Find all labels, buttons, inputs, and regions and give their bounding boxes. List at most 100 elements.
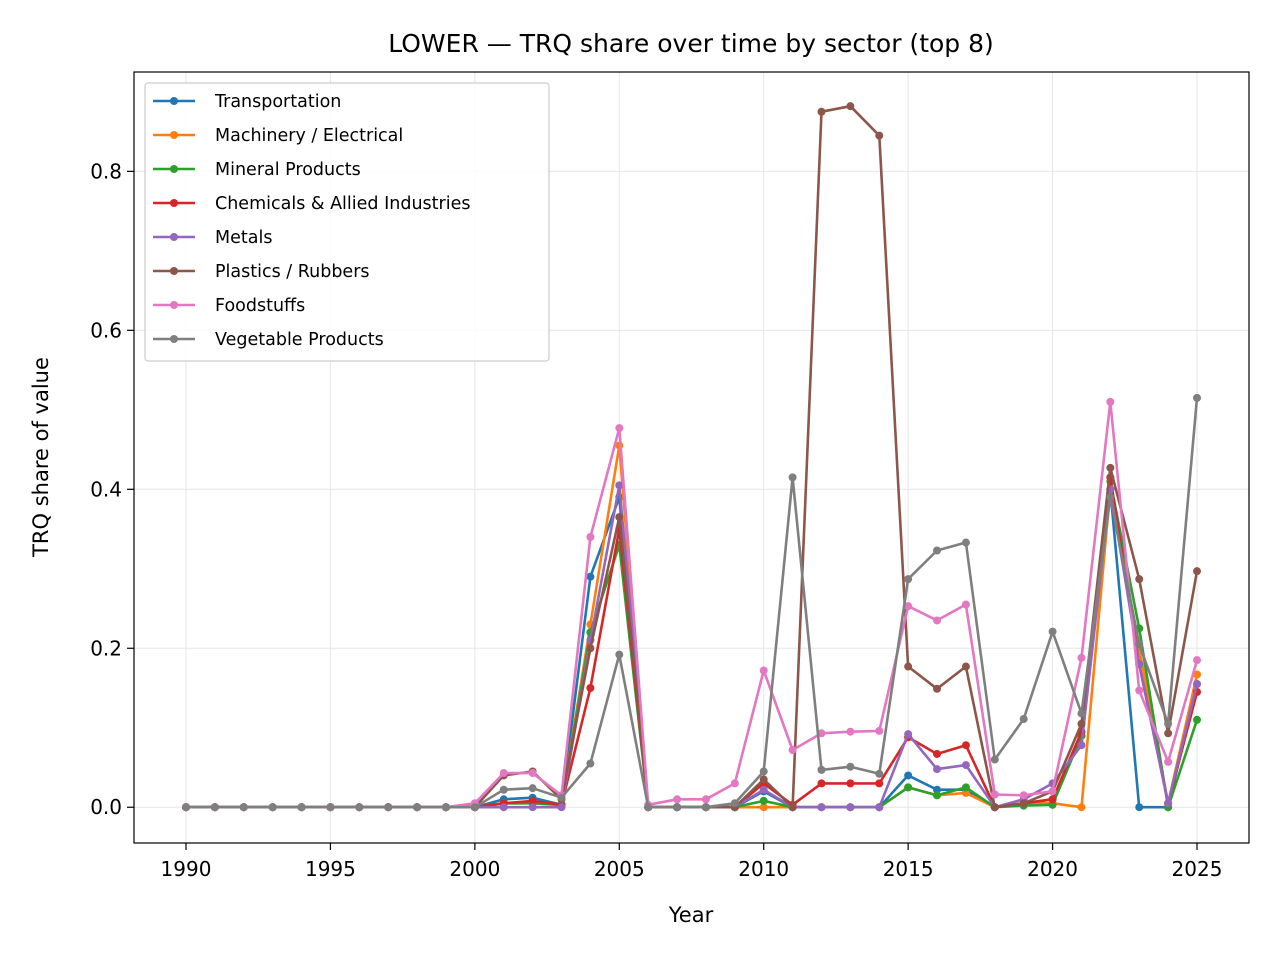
y-tick-label: 0.6 <box>90 318 122 342</box>
data-point-foodstuffs <box>730 779 739 788</box>
data-point-vegetable-products <box>846 762 855 771</box>
data-point-vegetable-products <box>904 575 913 584</box>
x-axis-title: Year <box>668 903 714 927</box>
data-point-plastics-rubbers <box>788 803 797 812</box>
data-point-machinery-electrical <box>961 788 970 797</box>
data-point-vegetable-products <box>788 473 797 482</box>
data-point-foodstuffs <box>933 616 942 625</box>
data-point-plastics-rubbers <box>615 513 624 522</box>
data-point-vegetable-products <box>297 803 306 812</box>
data-point-foodstuffs <box>586 532 595 541</box>
data-point-vegetable-products <box>730 799 739 808</box>
data-point-vegetable-products <box>1106 493 1115 502</box>
legend-item-plastics-rubbers: Plastics / Rubbers <box>153 262 370 282</box>
data-point-foodstuffs <box>528 769 537 778</box>
legend-label: Machinery / Electrical <box>215 126 403 146</box>
legend-marker <box>170 335 178 343</box>
x-tick-label: 1995 <box>305 857 356 881</box>
data-point-vegetable-products <box>1077 709 1086 718</box>
data-point-foodstuffs <box>701 795 710 804</box>
data-point-vegetable-products <box>875 769 884 778</box>
legend-item-transportation: Transportation <box>153 92 341 112</box>
data-point-vegetable-products <box>557 793 566 802</box>
data-point-foodstuffs <box>1106 397 1115 406</box>
legend-item-vegetable-products: Vegetable Products <box>153 330 384 350</box>
legend-marker <box>170 301 178 309</box>
data-point-vegetable-products <box>644 803 653 812</box>
data-point-vegetable-products <box>384 803 393 812</box>
legend-item-chemicals-allied-industries: Chemicals & Allied Industries <box>153 194 470 214</box>
data-point-vegetable-products <box>990 755 999 764</box>
legend-item-mineral-products: Mineral Products <box>153 160 361 180</box>
x-tick-label: 2000 <box>449 857 500 881</box>
data-point-vegetable-products <box>933 546 942 555</box>
y-axis: 0.0 0.2 0.4 0.6 0.8 <box>90 159 134 819</box>
x-axis: 1990 1995 2000 2005 2010 2015 2020 2025 <box>161 843 1223 881</box>
x-tick-label: 2005 <box>594 857 645 881</box>
data-point-plastics-rubbers <box>961 662 970 671</box>
data-point-plastics-rubbers <box>1193 567 1202 576</box>
data-point-foodstuffs <box>904 602 913 611</box>
data-point-metals <box>875 803 884 812</box>
data-point-plastics-rubbers <box>1106 463 1115 472</box>
data-point-foodstuffs <box>673 795 682 804</box>
data-point-foodstuffs <box>1019 791 1028 800</box>
legend-marker <box>170 199 178 207</box>
data-point-plastics-rubbers <box>817 107 826 116</box>
data-point-foodstuffs <box>990 790 999 799</box>
legend-label: Transportation <box>214 92 341 112</box>
data-point-metals <box>528 803 537 812</box>
data-point-mineral-products <box>933 791 942 800</box>
data-point-foodstuffs <box>817 729 826 738</box>
data-point-plastics-rubbers <box>1019 799 1028 808</box>
x-tick-label: 2010 <box>738 857 789 881</box>
data-point-vegetable-products <box>1135 640 1144 649</box>
data-point-chemicals-allied-industries <box>933 749 942 758</box>
data-point-vegetable-products <box>441 803 450 812</box>
data-point-transportation <box>1135 803 1144 812</box>
data-point-chemicals-allied-industries <box>528 796 537 805</box>
data-point-metals <box>846 803 855 812</box>
legend-item-metals: Metals <box>153 228 272 248</box>
legend-item-machinery-electrical: Machinery / Electrical <box>153 126 403 146</box>
data-point-foodstuffs <box>961 600 970 609</box>
x-tick-label: 2025 <box>1172 857 1223 881</box>
y-axis-title: TRQ share of value <box>29 357 53 558</box>
data-point-transportation <box>933 785 942 794</box>
legend-marker <box>170 267 178 275</box>
data-point-metals <box>1077 741 1086 750</box>
legend-label: Metals <box>215 228 272 248</box>
data-point-chemicals-allied-industries <box>586 684 595 693</box>
data-point-vegetable-products <box>528 784 537 793</box>
y-tick-label: 0.8 <box>90 159 122 183</box>
data-point-metals <box>557 803 566 812</box>
data-point-plastics-rubbers <box>586 644 595 653</box>
data-point-chemicals-allied-industries <box>1048 795 1057 804</box>
data-point-chemicals-allied-industries <box>846 779 855 788</box>
data-point-vegetable-products <box>961 538 970 547</box>
data-point-machinery-electrical <box>1077 803 1086 812</box>
x-tick-label: 1990 <box>161 857 212 881</box>
data-point-vegetable-products <box>1193 393 1202 402</box>
chart-title: LOWER — TRQ share over time by sector (t… <box>388 29 994 58</box>
data-point-foodstuffs <box>846 727 855 736</box>
legend-label: Vegetable Products <box>215 330 384 350</box>
legend-box <box>144 82 550 362</box>
data-point-metals <box>933 765 942 774</box>
data-point-plastics-rubbers <box>846 102 855 111</box>
y-tick-label: 0.0 <box>90 795 122 819</box>
data-point-foodstuffs <box>788 746 797 755</box>
data-point-vegetable-products <box>1019 715 1028 724</box>
data-point-vegetable-products <box>759 767 768 776</box>
x-tick-label: 2015 <box>883 857 934 881</box>
data-point-plastics-rubbers <box>933 684 942 693</box>
legend-label: Plastics / Rubbers <box>215 262 370 282</box>
data-point-vegetable-products <box>586 759 595 768</box>
legend-label: Foodstuffs <box>215 296 305 316</box>
legend-label: Chemicals & Allied Industries <box>215 194 470 214</box>
data-point-chemicals-allied-industries <box>875 779 884 788</box>
data-point-plastics-rubbers <box>1135 575 1144 584</box>
data-point-mineral-products <box>1193 715 1202 724</box>
data-point-plastics-rubbers <box>904 662 913 671</box>
data-point-transportation <box>904 771 913 780</box>
